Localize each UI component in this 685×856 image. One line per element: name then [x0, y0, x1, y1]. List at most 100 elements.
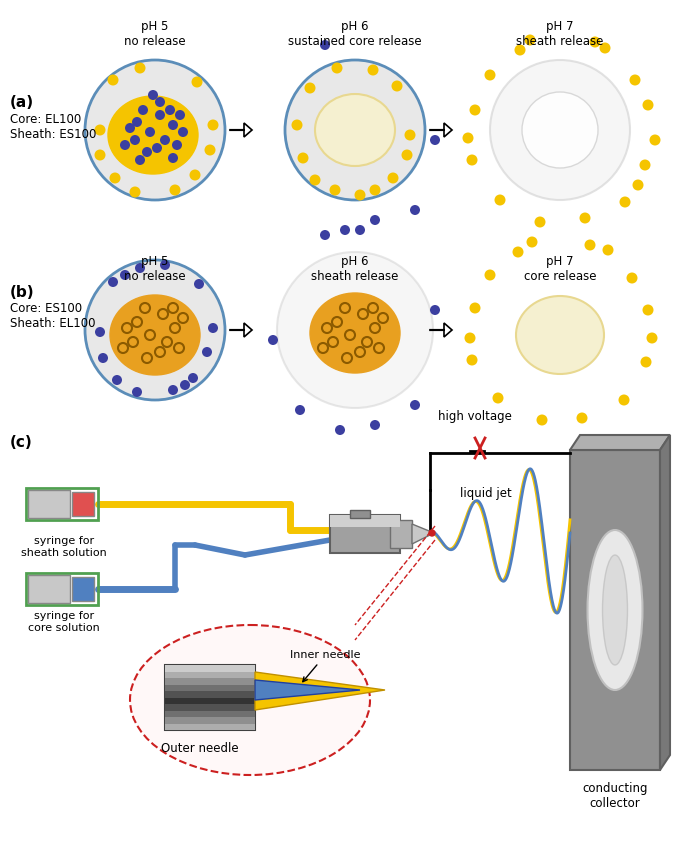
Circle shape — [340, 225, 350, 235]
Circle shape — [188, 373, 198, 383]
Circle shape — [577, 413, 588, 424]
Circle shape — [175, 110, 185, 120]
Circle shape — [462, 133, 473, 144]
Circle shape — [619, 395, 630, 406]
Circle shape — [202, 347, 212, 357]
Circle shape — [297, 152, 308, 163]
Text: pH 6
sheath release: pH 6 sheath release — [311, 255, 399, 283]
Circle shape — [490, 60, 630, 200]
FancyArrow shape — [430, 123, 452, 137]
Ellipse shape — [310, 293, 400, 373]
Bar — [330, 515, 400, 527]
Circle shape — [110, 173, 121, 183]
Circle shape — [295, 405, 305, 415]
Text: pH 5
no release: pH 5 no release — [124, 255, 186, 283]
Circle shape — [367, 64, 379, 75]
Circle shape — [178, 127, 188, 137]
Circle shape — [627, 272, 638, 283]
Circle shape — [95, 327, 105, 337]
Text: Outer needle: Outer needle — [161, 742, 239, 755]
Circle shape — [208, 323, 218, 333]
Text: liquid jet: liquid jet — [460, 487, 512, 500]
Polygon shape — [255, 680, 360, 700]
FancyBboxPatch shape — [28, 575, 70, 603]
Circle shape — [142, 147, 152, 157]
Circle shape — [603, 245, 614, 255]
Text: syringe for
core solution: syringe for core solution — [28, 611, 100, 633]
Polygon shape — [570, 435, 670, 450]
Bar — [390, 520, 412, 548]
Circle shape — [464, 332, 475, 343]
Circle shape — [410, 400, 420, 410]
Bar — [350, 510, 370, 518]
FancyArrow shape — [430, 323, 452, 337]
Text: pH 7
sheath release: pH 7 sheath release — [516, 20, 603, 48]
Bar — [330, 515, 400, 553]
Circle shape — [108, 74, 119, 86]
Bar — [165, 717, 255, 723]
Circle shape — [466, 154, 477, 165]
Circle shape — [285, 60, 425, 200]
Text: (b): (b) — [10, 285, 35, 300]
Circle shape — [132, 117, 142, 127]
Circle shape — [194, 279, 204, 289]
Circle shape — [192, 76, 203, 87]
Circle shape — [168, 120, 178, 130]
Bar — [165, 678, 255, 685]
Circle shape — [527, 236, 538, 247]
Circle shape — [205, 145, 216, 156]
Circle shape — [292, 120, 303, 130]
Circle shape — [277, 252, 433, 408]
Circle shape — [95, 150, 105, 161]
Circle shape — [145, 127, 155, 137]
Text: conducting
collector: conducting collector — [582, 782, 648, 810]
Circle shape — [514, 45, 525, 56]
Circle shape — [469, 302, 480, 313]
Circle shape — [466, 354, 477, 366]
Circle shape — [484, 270, 495, 281]
Circle shape — [95, 124, 105, 135]
Circle shape — [619, 197, 630, 207]
Text: pH 6
sustained core release: pH 6 sustained core release — [288, 20, 422, 48]
Circle shape — [130, 135, 140, 145]
Circle shape — [329, 185, 340, 195]
FancyBboxPatch shape — [72, 577, 94, 601]
Text: (c): (c) — [10, 435, 33, 450]
Circle shape — [649, 134, 660, 146]
Ellipse shape — [588, 530, 643, 690]
Circle shape — [647, 332, 658, 343]
Text: syringe for
sheath solution: syringe for sheath solution — [21, 536, 107, 557]
Bar — [165, 723, 255, 730]
Circle shape — [430, 135, 440, 145]
Circle shape — [98, 353, 108, 363]
Circle shape — [320, 40, 330, 50]
Circle shape — [599, 43, 610, 54]
Text: Core: ES100
Sheath: EL100: Core: ES100 Sheath: EL100 — [10, 302, 95, 330]
Text: Core: EL100
Sheath: ES100: Core: EL100 Sheath: ES100 — [10, 113, 97, 141]
Bar — [165, 671, 255, 678]
Circle shape — [495, 194, 506, 205]
Ellipse shape — [130, 625, 370, 775]
Circle shape — [536, 414, 547, 425]
Polygon shape — [660, 435, 670, 770]
Ellipse shape — [108, 96, 198, 174]
Circle shape — [180, 380, 190, 390]
Circle shape — [522, 92, 598, 168]
Circle shape — [168, 153, 178, 163]
Text: (a): (a) — [10, 95, 34, 110]
Circle shape — [355, 225, 365, 235]
Circle shape — [484, 69, 495, 80]
Text: pH 7
core release: pH 7 core release — [524, 255, 596, 283]
FancyBboxPatch shape — [28, 490, 70, 518]
Circle shape — [525, 34, 536, 45]
Circle shape — [370, 420, 380, 430]
Text: high voltage: high voltage — [438, 410, 512, 423]
Circle shape — [135, 263, 145, 273]
Circle shape — [169, 185, 181, 195]
Circle shape — [120, 270, 130, 280]
Circle shape — [320, 230, 330, 240]
Circle shape — [268, 335, 278, 345]
Circle shape — [160, 260, 170, 270]
Polygon shape — [412, 524, 434, 544]
Bar — [165, 665, 255, 730]
